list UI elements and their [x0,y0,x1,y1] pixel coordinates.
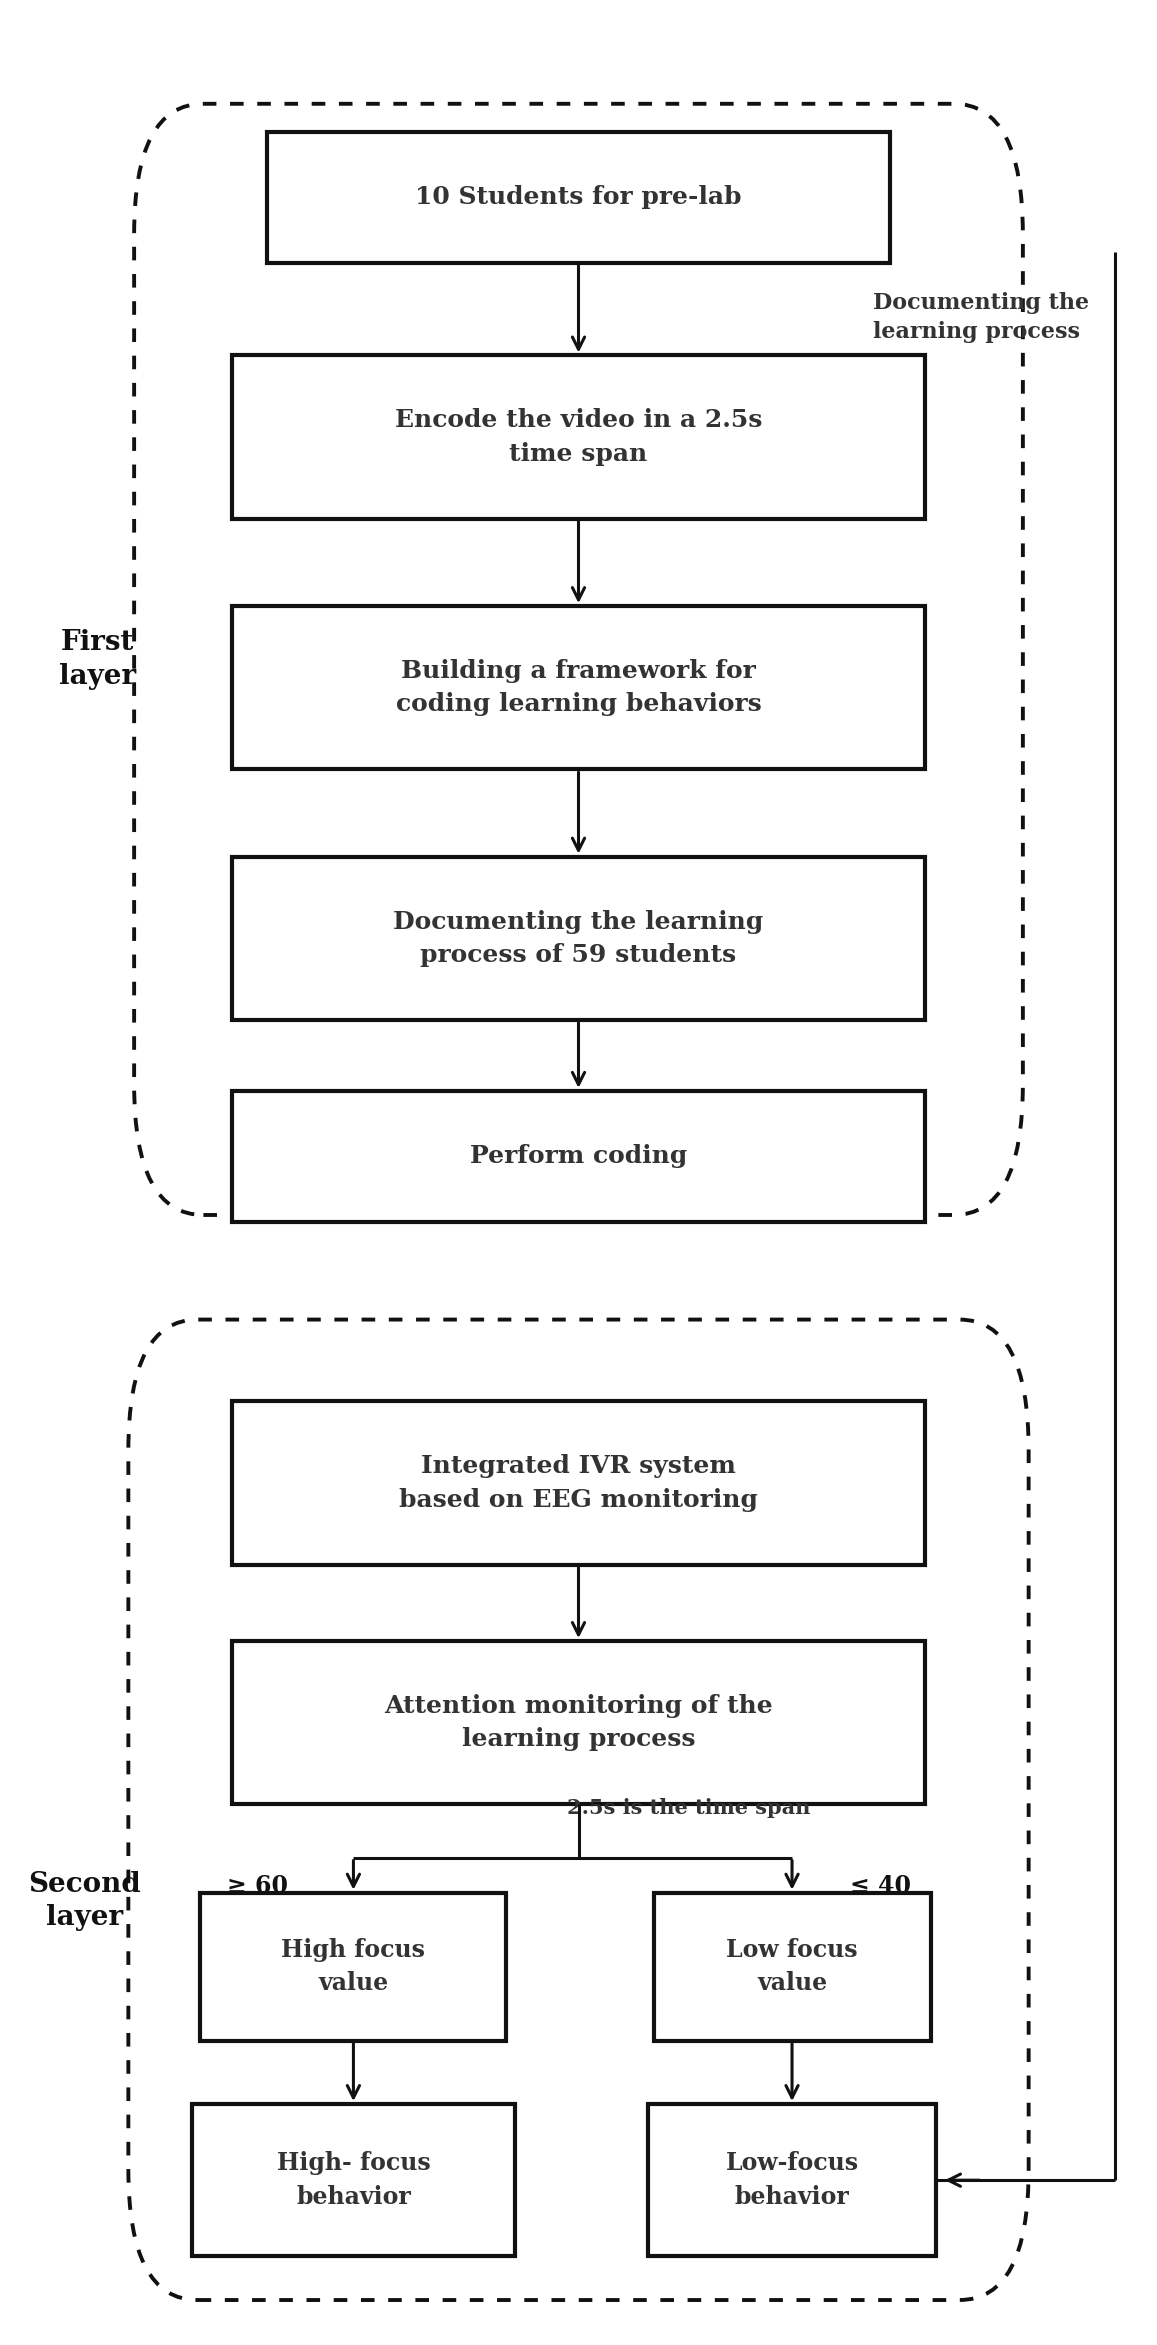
FancyBboxPatch shape [648,2103,936,2256]
Text: Building a framework for
coding learning behaviors: Building a framework for coding learning… [396,659,761,718]
Text: 2.5s is the time span: 2.5s is the time span [567,1799,810,1817]
FancyBboxPatch shape [233,356,924,518]
Text: First
layer: First layer [59,628,135,689]
FancyBboxPatch shape [233,605,924,769]
FancyBboxPatch shape [233,1090,924,1222]
Text: Documenting the learning
process of 59 students: Documenting the learning process of 59 s… [393,910,764,966]
FancyBboxPatch shape [267,131,890,263]
Text: Perform coding: Perform coding [470,1144,687,1168]
Text: Documenting the
learning process: Documenting the learning process [872,291,1089,342]
FancyBboxPatch shape [233,856,924,1020]
Text: Integrated IVR system
based on EEG monitoring: Integrated IVR system based on EEG monit… [399,1454,758,1513]
Text: High- focus
behavior: High- focus behavior [277,2150,430,2209]
Text: Low-focus
behavior: Low-focus behavior [725,2150,858,2209]
Text: 10 Students for pre-lab: 10 Students for pre-lab [415,185,742,209]
Text: Second
layer: Second layer [28,1871,141,1932]
Text: High focus
value: High focus value [281,1937,426,1996]
FancyBboxPatch shape [200,1892,507,2040]
FancyBboxPatch shape [192,2103,515,2256]
FancyBboxPatch shape [233,1642,924,1803]
Text: Low focus
value: Low focus value [727,1937,857,1996]
Text: Encode the video in a 2.5s
time span: Encode the video in a 2.5s time span [395,408,762,467]
FancyBboxPatch shape [654,1892,930,2040]
Text: ≥ 60: ≥ 60 [227,1874,288,1897]
Text: Attention monitoring of the
learning process: Attention monitoring of the learning pro… [384,1693,773,1752]
FancyBboxPatch shape [233,1402,924,1564]
Text: ≤ 40: ≤ 40 [850,1874,912,1897]
